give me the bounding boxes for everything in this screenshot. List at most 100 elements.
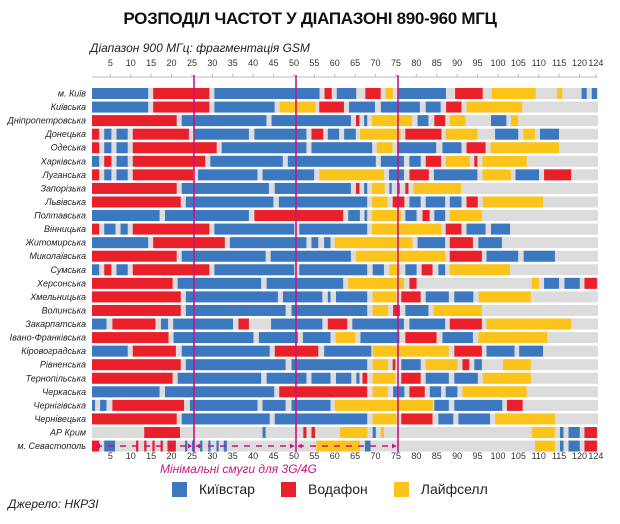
segment-V bbox=[474, 155, 478, 167]
segment-K bbox=[454, 291, 474, 303]
x-tick-label-top: 35 bbox=[228, 58, 238, 68]
segment-L bbox=[389, 264, 400, 276]
segment-K bbox=[181, 182, 269, 194]
segment-K bbox=[262, 427, 266, 438]
segment-V bbox=[132, 155, 206, 167]
x-tick-label-bottom: 110 bbox=[532, 451, 546, 461]
segment-V bbox=[311, 427, 315, 438]
row-label: Тернопільська bbox=[26, 373, 86, 383]
segment-K bbox=[438, 264, 446, 276]
segment-K bbox=[262, 399, 286, 411]
segment-V bbox=[434, 115, 446, 127]
segment-V bbox=[92, 128, 100, 140]
segment-K bbox=[191, 440, 195, 452]
row-label: Сумська bbox=[51, 265, 86, 275]
legend: Київстар Водафон Лайфселл bbox=[172, 481, 488, 497]
segment-K bbox=[519, 345, 544, 357]
segment-V bbox=[92, 115, 177, 127]
segment-K bbox=[189, 399, 258, 411]
segment-V bbox=[445, 223, 462, 235]
segment-K bbox=[389, 182, 392, 194]
segment-K bbox=[181, 413, 270, 425]
segment-V bbox=[319, 101, 344, 113]
chart-title: РОЗПОДІЛ ЧАСТОТ У ДІАПАЗОНІ 890-960 МГЦ bbox=[123, 9, 497, 28]
segment-V bbox=[462, 359, 470, 371]
segment-K bbox=[491, 223, 511, 235]
segment-K bbox=[409, 196, 421, 208]
segment-K bbox=[401, 359, 421, 371]
segment-L bbox=[372, 345, 449, 357]
segment-V bbox=[393, 304, 400, 316]
segment-L bbox=[495, 413, 555, 425]
segment-V bbox=[584, 277, 597, 289]
segment-V bbox=[401, 413, 433, 425]
segment-K bbox=[173, 332, 254, 344]
segment-K bbox=[92, 318, 107, 330]
segment-V bbox=[238, 318, 249, 330]
segment-V bbox=[405, 182, 409, 194]
legend-label: Київстар bbox=[199, 481, 255, 497]
segment-K bbox=[380, 101, 420, 113]
segment-V bbox=[409, 169, 429, 181]
segment-K bbox=[266, 372, 307, 384]
legend-swatch bbox=[393, 481, 409, 497]
legend-label: Лайфселл bbox=[420, 481, 488, 497]
segment-L bbox=[376, 142, 393, 154]
segment-K bbox=[116, 128, 128, 140]
segment-K bbox=[302, 332, 331, 344]
segment-L bbox=[334, 399, 433, 411]
segment-V bbox=[303, 427, 307, 438]
segment-K bbox=[214, 223, 295, 235]
segment-K bbox=[92, 264, 100, 276]
x-tick-label-bottom: 85 bbox=[432, 451, 442, 461]
segment-K bbox=[291, 304, 368, 316]
segment-L bbox=[502, 359, 531, 371]
x-tick-label-bottom: 35 bbox=[228, 451, 238, 461]
row-label: Луганська bbox=[42, 170, 86, 180]
segment-K bbox=[380, 155, 404, 167]
segment-K bbox=[335, 372, 352, 384]
segment-K bbox=[349, 101, 375, 113]
segment-K bbox=[398, 88, 446, 99]
segment-L bbox=[372, 304, 389, 316]
segment-V bbox=[92, 413, 177, 425]
segment-K bbox=[486, 250, 519, 262]
segment-V bbox=[311, 128, 324, 140]
arrow-right-icon bbox=[188, 443, 192, 449]
segment-V bbox=[152, 440, 155, 452]
segment-L bbox=[491, 88, 536, 99]
segment-K bbox=[181, 250, 266, 262]
x-tick-label-bottom: 45 bbox=[269, 451, 279, 461]
row-20: Кіровоградська bbox=[21, 345, 598, 357]
segment-V bbox=[92, 223, 100, 235]
segment-V bbox=[144, 427, 180, 438]
segment-K bbox=[409, 318, 446, 330]
segment-K bbox=[405, 210, 417, 222]
row-19: Івано-Франківська bbox=[10, 332, 598, 344]
row-label: Житомирська bbox=[25, 238, 86, 248]
x-tick-label-top: 25 bbox=[187, 58, 197, 68]
row-22: Тернопільська bbox=[26, 372, 598, 384]
segment-K bbox=[515, 169, 539, 181]
chart-subtitle: Діапазон 900 МГц: фрагментація GSM bbox=[90, 41, 310, 55]
segment-V bbox=[405, 128, 442, 140]
segment-V bbox=[454, 345, 482, 357]
x-tick-label-top: 15 bbox=[146, 58, 156, 68]
x-tick-label-bottom: 90 bbox=[452, 451, 462, 461]
segment-K bbox=[429, 386, 442, 398]
segment-K bbox=[216, 440, 219, 452]
row-21: Рівненська bbox=[40, 359, 598, 371]
row-18: Закарпатська bbox=[25, 318, 598, 330]
segment-L bbox=[478, 332, 548, 344]
segment-V bbox=[132, 142, 217, 154]
x-tick-label-top: 60 bbox=[330, 58, 340, 68]
segment-K bbox=[185, 291, 278, 303]
segment-K bbox=[478, 237, 502, 249]
segment-L bbox=[449, 210, 482, 222]
segment-K bbox=[214, 101, 275, 113]
segment-V bbox=[324, 88, 332, 99]
segment-L bbox=[490, 142, 559, 154]
row-3: Дніпропетровська bbox=[6, 115, 598, 127]
segment-L bbox=[380, 427, 384, 438]
segment-K bbox=[449, 196, 462, 208]
